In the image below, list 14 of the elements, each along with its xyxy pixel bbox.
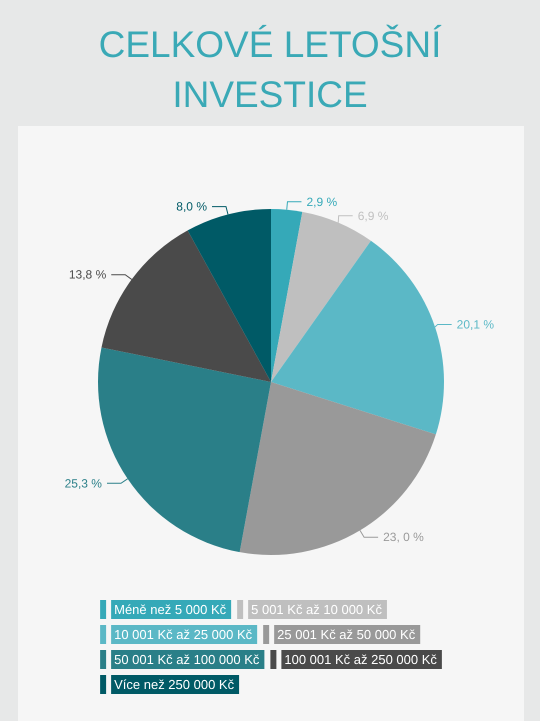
legend-label: 5 001 Kč až 10 000 Kč xyxy=(251,602,382,617)
data-label: 25,3 % xyxy=(64,476,102,490)
data-label: 13,8 % xyxy=(68,268,107,282)
legend-label: 50 001 Kč až 100 000 Kč xyxy=(114,652,260,667)
legend-label: 10 001 Kč až 25 000 Kč xyxy=(114,627,253,642)
data-label: 2,9 % xyxy=(306,194,338,209)
data-label: 23, 0 % xyxy=(383,530,424,544)
legend-label: Méně než 5 000 Kč xyxy=(114,602,227,617)
legend-label: 25 001 Kč až 50 000 Kč xyxy=(277,627,416,642)
legend-label: Více než 250 000 Kč xyxy=(114,677,235,692)
data-label: 8,0 % xyxy=(176,200,208,214)
legend-label: 100 001 Kč až 250 000 Kč xyxy=(284,652,438,667)
data-label: 20,1 % xyxy=(456,317,494,332)
chart-title: CELKOVÉ LETOŠNÍ INVESTICE xyxy=(98,23,442,117)
